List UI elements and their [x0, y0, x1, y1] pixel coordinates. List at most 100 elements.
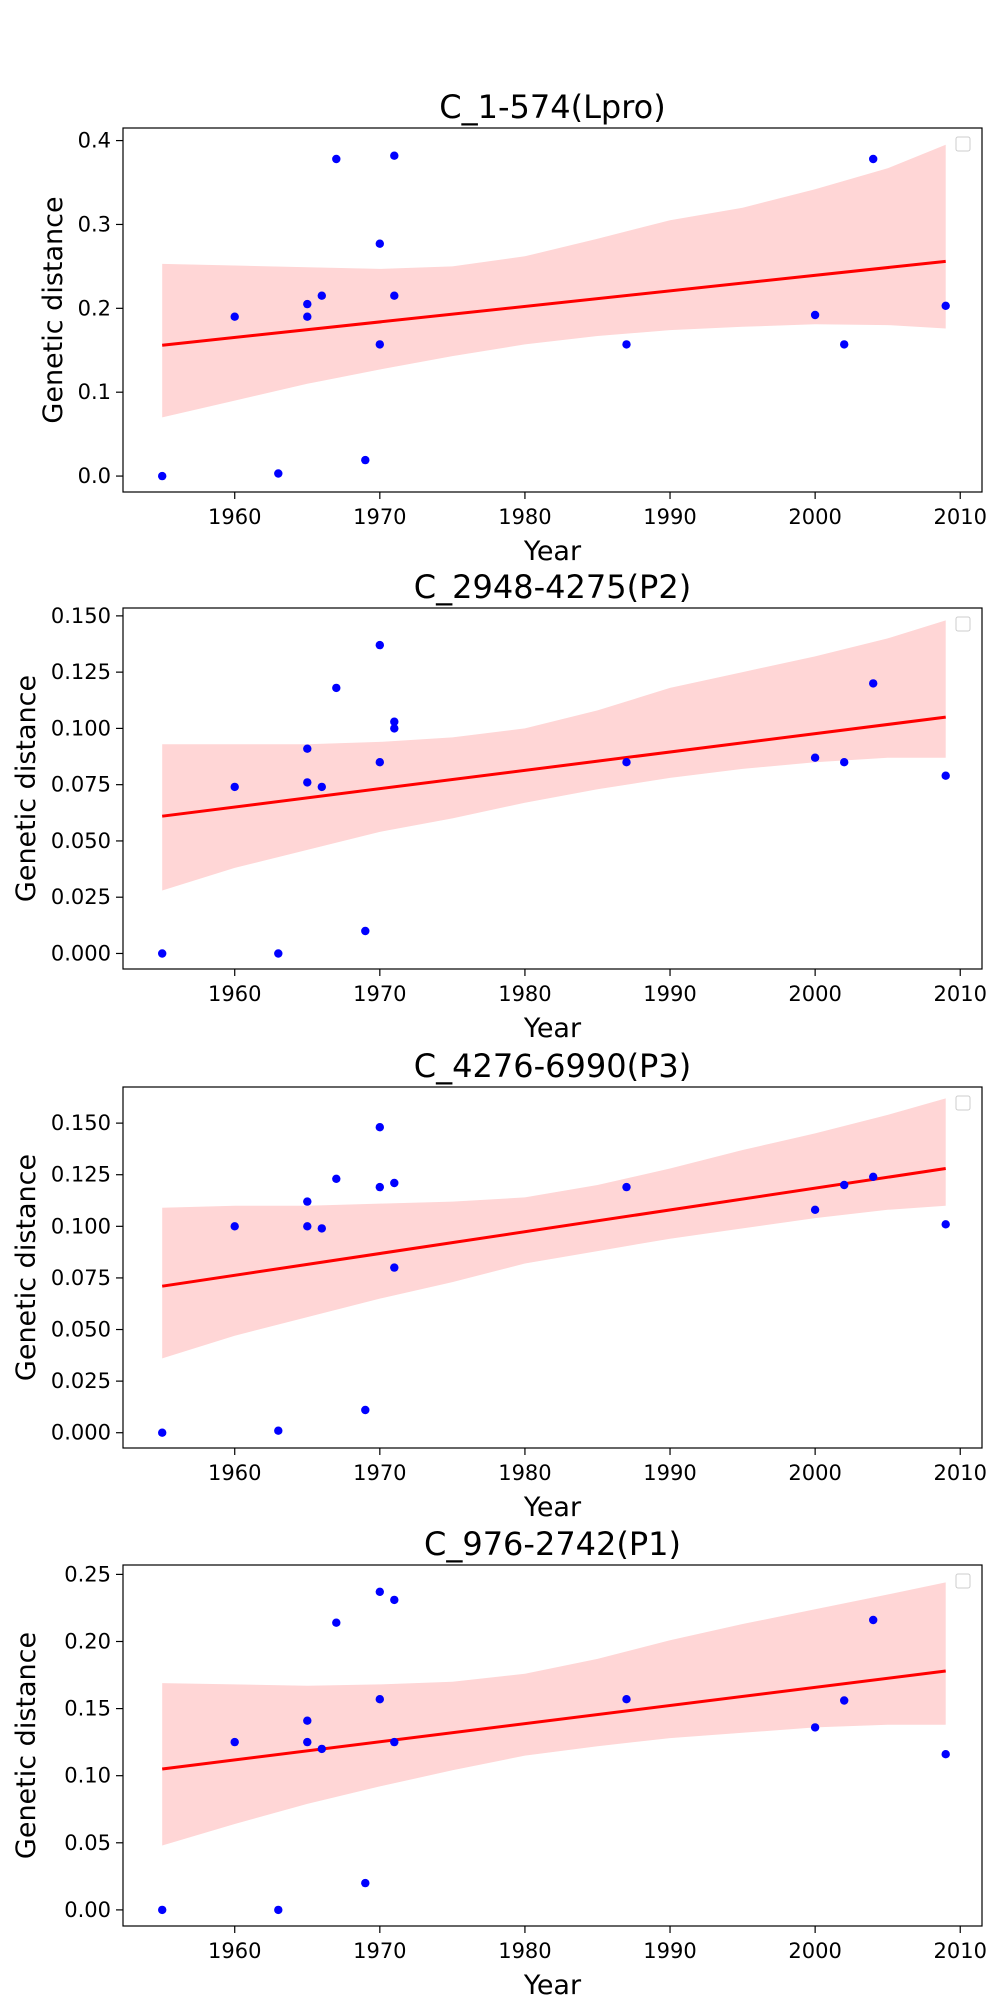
chart-panel-3: 1960 1970 1980 1990 2000 2010 0.000 0.025 0.050 0…: [11, 1047, 987, 1523]
data-point: [303, 312, 312, 321]
data-point: [375, 640, 384, 650]
data-point: [375, 758, 384, 767]
x-tick-label: 1970: [353, 982, 406, 1006]
y-tick-label: 0.1: [78, 380, 111, 404]
x-tick-label: 1970: [353, 1461, 406, 1485]
data-point: [869, 679, 878, 688]
y-tick-label: 0.3: [78, 212, 111, 236]
chart-panel-4: 1960 1970 1980 1990 2000 2010 0.00 0.05 0.10 0.15…: [11, 1525, 987, 2000]
x-tick-label: 2000: [788, 1939, 841, 1963]
axes-frame: [122, 127, 983, 493]
x-tick-label: 1990: [643, 982, 696, 1006]
data-point: [622, 1695, 631, 1704]
y-tick-label: 0.15: [64, 1697, 111, 1721]
data-point: [317, 1224, 326, 1233]
x-tick-label: 1990: [643, 1461, 696, 1485]
y-axis-label: Genetic distance: [11, 1632, 42, 1859]
x-tick-label: 1990: [643, 1939, 696, 1963]
y-tick-label: 0.075: [51, 773, 111, 797]
data-point: [390, 724, 399, 733]
y-tick-label: 0.075: [51, 1266, 111, 1290]
x-axis-label: Year: [523, 1970, 582, 2000]
x-tick-label: 1980: [498, 982, 551, 1006]
y-tick-label: 0.10: [64, 1764, 111, 1788]
data-point: [303, 299, 312, 309]
data-point: [317, 291, 326, 300]
y-tick-label: 0.00: [64, 1898, 111, 1922]
x-axis-label: Year: [523, 536, 582, 567]
data-point: [375, 1695, 384, 1704]
data-point: [375, 340, 384, 349]
data-point: [361, 926, 370, 936]
data-point: [869, 1615, 878, 1625]
y-tick-label: 0.150: [51, 1111, 111, 1135]
data-point: [375, 1123, 384, 1132]
data-point: [840, 1180, 849, 1190]
y-tick-label: 0.4: [78, 129, 111, 153]
data-point: [375, 1182, 384, 1192]
data-point: [941, 1220, 950, 1229]
y-axis-label: Genetic distance: [38, 196, 69, 423]
data-point: [375, 1587, 384, 1597]
axes-frame: [122, 1086, 983, 1449]
data-point: [303, 1222, 312, 1231]
data-point: [941, 1750, 950, 1759]
y-axis-label: Genetic distance: [11, 1154, 42, 1381]
data-point: [361, 455, 370, 465]
confidence-band: [162, 1582, 946, 1846]
x-tick-label: 1960: [208, 1461, 261, 1485]
chart-title: C_1-574(Lpro): [439, 88, 665, 126]
data-point: [390, 1263, 399, 1272]
data-point: [332, 1174, 341, 1184]
data-point: [332, 1618, 341, 1627]
x-tick-label: 1980: [498, 1939, 551, 1963]
data-point: [230, 782, 239, 792]
data-point: [375, 239, 384, 248]
confidence-band: [162, 144, 946, 418]
data-point: [158, 1905, 167, 1915]
data-point: [840, 340, 849, 349]
data-point: [810, 310, 820, 320]
y-tick-label: 0.050: [51, 829, 111, 853]
x-tick-label: 2000: [788, 982, 841, 1006]
data-point: [274, 469, 283, 478]
data-point: [230, 1737, 239, 1747]
x-axis-label: Year: [523, 1492, 582, 1523]
data-point: [840, 1696, 849, 1705]
data-point: [230, 1222, 239, 1231]
x-tick-label: 2010: [934, 982, 987, 1006]
data-point: [274, 1426, 283, 1435]
x-tick-label: 2010: [934, 1461, 987, 1485]
legend-box: [955, 136, 971, 152]
data-point: [361, 1405, 370, 1415]
data-point: [810, 1723, 820, 1732]
x-tick-label: 1980: [498, 1461, 551, 1485]
data-point: [303, 1737, 312, 1747]
data-point: [317, 1744, 326, 1754]
trend-line: [161, 1167, 946, 1288]
y-tick-label: 0.150: [51, 604, 111, 628]
y-tick-label: 0.0: [78, 464, 111, 488]
data-point: [158, 471, 167, 481]
x-tick-label: 2010: [934, 1939, 987, 1963]
data-point: [274, 949, 283, 958]
data-point: [869, 154, 878, 164]
data-point: [158, 1428, 167, 1437]
x-tick-label: 1960: [208, 505, 261, 529]
x-tick-label: 2010: [934, 505, 987, 529]
chart-panel-1: 1960 1970 1980 1990 2000 2010 0.0 0.1 0.2 0.3 0.4 C…: [38, 88, 987, 567]
y-tick-label: 0.100: [51, 716, 111, 740]
data-point: [230, 312, 239, 321]
x-axis-label: Year: [523, 1013, 582, 1044]
y-tick-label: 0.25: [64, 1562, 111, 1586]
data-point: [390, 291, 399, 300]
x-tick-label: 1960: [208, 982, 261, 1006]
data-point: [390, 151, 399, 160]
data-point: [303, 1716, 312, 1725]
data-point: [390, 717, 399, 726]
data-point: [941, 771, 950, 780]
axes-frame: [122, 1564, 983, 1927]
y-tick-label: 0.100: [51, 1214, 111, 1238]
y-axis-label: Genetic distance: [11, 675, 42, 902]
trend-line: [162, 259, 946, 347]
